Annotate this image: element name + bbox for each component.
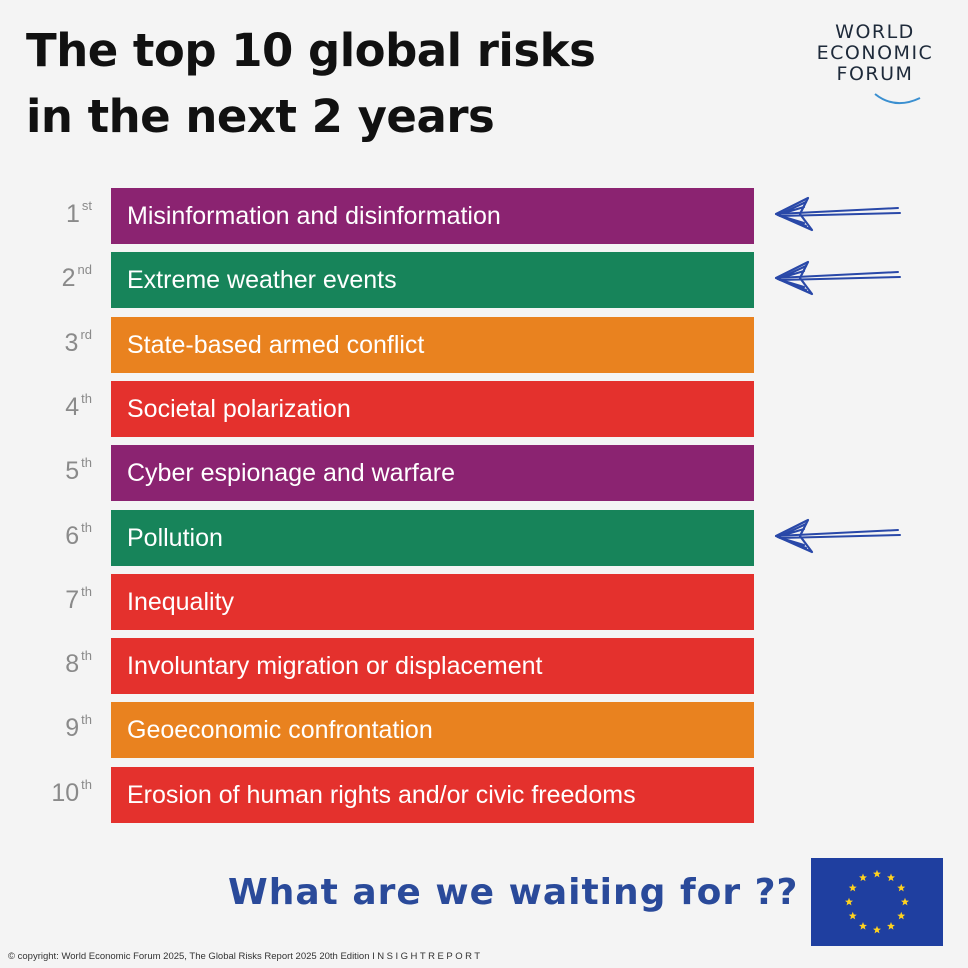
risk-rank-suffix: nd — [77, 262, 92, 278]
risk-bar: Extreme weather events — [111, 252, 754, 309]
flag-star-icon — [845, 897, 853, 906]
title-line-2: in the next 2 years — [26, 90, 495, 143]
risk-bar: State-based armed conflict — [111, 316, 754, 373]
flag-star-icon — [873, 869, 881, 878]
footer-copyright: © copyright: World Economic Forum 2025, … — [8, 951, 370, 962]
risk-rank-suffix: th — [81, 390, 92, 406]
risk-bar: Erosion of human rights and/or civic fre… — [111, 766, 754, 823]
risk-rank-number: 3 — [64, 328, 79, 357]
hand-drawn-arrow-icon — [774, 518, 901, 553]
risk-rank-suffix: th — [81, 648, 92, 664]
logo-line-2: ECONOMIC — [816, 42, 934, 64]
flag-star-icon — [897, 911, 906, 920]
footer-insight: INSIGHTREPORT — [372, 951, 483, 962]
slogan: What are we waiting for ?? — [228, 872, 799, 913]
risk-bar: Pollution — [111, 509, 754, 566]
flag-star-icon — [897, 883, 906, 892]
logo-line-1: WORLD — [835, 21, 915, 43]
eu-flag-stars — [845, 869, 909, 934]
flag-star-icon — [887, 873, 895, 882]
risk-bar: Inequality — [111, 573, 754, 630]
title-line-1: The top 10 global risks — [26, 24, 596, 77]
hand-drawn-arrow-icon — [774, 261, 901, 296]
risk-rank-number: 5 — [65, 457, 80, 486]
risk-bar: Geoeconomic confrontation — [111, 702, 754, 759]
risk-rank-suffix: th — [81, 712, 92, 728]
risk-rank-number: 9 — [65, 714, 80, 743]
eu-flag-icon — [811, 858, 943, 946]
logo-line-3: FORUM — [836, 63, 914, 85]
flag-star-icon — [859, 873, 867, 882]
flag-star-icon — [848, 883, 857, 892]
risk-rank-number: 1 — [65, 200, 80, 228]
risk-rank-suffix: th — [81, 583, 92, 599]
page-title: The top 10 global risks in the next 2 ye… — [26, 18, 596, 150]
risk-rank-number: 10 — [51, 778, 80, 807]
risk-rank-number: 2 — [61, 264, 76, 293]
flag-star-icon — [887, 922, 895, 930]
risk-bar: Involuntary migration or displacement — [111, 638, 754, 695]
footer: © copyright: World Economic Forum 2025, … — [8, 951, 483, 962]
risk-rank-number: 6 — [65, 521, 80, 550]
hand-drawn-arrow-icon — [774, 196, 901, 232]
risk-rank-suffix: th — [81, 519, 92, 535]
wef-logo-arc-icon — [874, 93, 921, 105]
risk-rank-suffix: st — [81, 198, 92, 213]
flag-star-icon — [901, 897, 909, 906]
risk-rank-number: 7 — [65, 585, 80, 614]
flag-star-icon — [848, 911, 857, 920]
risk-bar: Misinformation and disinformation — [111, 188, 754, 244]
risk-bar: Societal polarization — [111, 380, 754, 437]
risk-rank-number: 8 — [65, 650, 80, 679]
flag-star-icon — [859, 922, 867, 930]
risk-bar: Cyber espionage and warfare — [111, 445, 754, 502]
risk-rank-number: 4 — [65, 392, 80, 421]
risk-rank-suffix: th — [81, 776, 92, 792]
wef-logo: WORLD ECONOMIC FORUM — [795, 22, 955, 112]
flag-star-icon — [873, 925, 881, 934]
risk-rank-suffix: th — [81, 455, 92, 471]
risk-rank-suffix: rd — [80, 326, 92, 342]
